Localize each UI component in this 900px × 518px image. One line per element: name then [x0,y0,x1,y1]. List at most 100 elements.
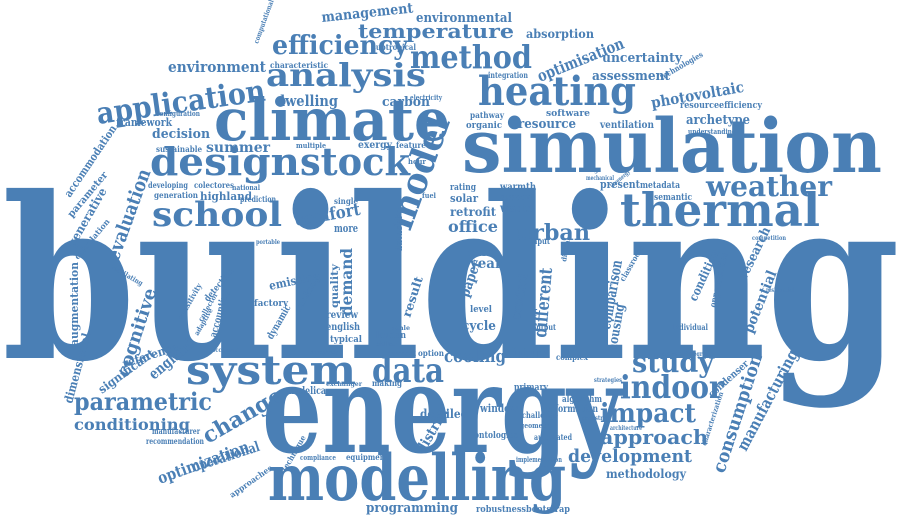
word-residential: residential [766,287,795,294]
word-waste: waste [499,201,534,215]
word-characteristic: characteristic [270,60,328,70]
word-environmental: environmental [416,11,512,26]
word-complex: complex [556,352,588,362]
word-occupant: occupant [212,347,238,354]
word-dwelling: dwelling [276,92,338,110]
word-indoor: indoor [620,368,725,406]
word-single: single [334,196,358,206]
word-data: data [372,351,444,391]
word-digital: digital [559,237,572,263]
word-sizing: sizing [580,167,599,174]
word-configuration: configuration [156,109,200,118]
word-developing: developing [148,180,188,190]
word-english: english [326,322,361,333]
word-rating: rating [450,183,477,193]
word-resource: resource [518,117,576,132]
word-office: office [448,217,498,236]
word-climate: climate [214,86,450,154]
word-architecture: architecture [610,425,642,432]
word-recommendation: recommendation [146,436,204,446]
word-assessment: assessment [592,69,670,84]
word-prediction: prediction [240,194,276,204]
word-simulation: simulation [462,104,882,190]
word-window: window [479,402,518,415]
word-output: output [532,322,556,332]
word-robustnessbootstrap: robustnessbootstrap [476,505,570,515]
word-primary: primary [514,383,549,393]
word-exergy: exergy [358,140,393,151]
word-mechanical: mechanical [586,175,615,182]
word-carbon: carbon [382,95,431,110]
word-scale: scale [392,325,410,332]
word-summer: summer [206,140,271,156]
word-analysis: analysis [266,56,426,94]
word-occupancy: occupancy [310,349,338,356]
word-urban: urban [516,220,590,246]
word-detailed: detailed [420,407,469,421]
word-making: making [372,378,402,388]
word-integration: integration [488,70,528,80]
word-framework: framework [116,116,172,129]
word-information: information [546,404,599,415]
word-environment: environment [168,58,266,76]
word-stock: stock [300,139,411,184]
word-development: development [568,446,693,467]
word-future: future [510,346,550,362]
word-subtropical: subtropical [372,42,416,52]
word-school: school [152,195,282,235]
word-generation: generation [154,190,198,200]
word-electricity: electricity [410,93,443,102]
word-geometry: geometry [520,421,553,430]
word-integrated: integrated [686,351,715,358]
word-retrofit: retrofit [450,205,496,219]
word-control: control [508,273,532,321]
word-feature: feature [396,140,426,150]
word-semantic: semantic [654,193,692,203]
word-heating: heating [478,68,636,115]
word-competition: competition [752,235,787,242]
word-year: year [469,256,503,272]
word-conditioning: conditioning [74,415,190,434]
word-parametric: parametric [74,387,212,416]
word-london: london [376,331,406,341]
word-modelica: modelica [286,386,326,397]
word-portable: portable [256,239,280,246]
word-understanding: understanding [688,127,736,136]
word-ontologies: ontologies [474,431,518,441]
word-exchanger: exchanger [326,381,363,388]
word-current: current [388,348,416,358]
word-thermal: thermal [620,183,820,237]
word-colectores: colectores [194,180,234,190]
word-building: building [2,148,900,411]
word-level: level [470,305,493,315]
word-temperature: temperature [358,19,514,43]
word-absorption: absorption [526,27,594,41]
word-multiple: multiple [296,141,326,150]
word-input: input [530,236,550,246]
word-approach: approach [600,425,708,449]
word-organic: organic [466,121,502,131]
word-manufacturer: manufacturer [152,426,201,436]
word-typical: typical [330,335,363,345]
word-dataset: dataset [395,215,405,252]
word-national: national [232,183,260,192]
word-system: system [186,347,356,394]
word-equipment: equipment [346,452,388,462]
word-solar: solar [450,192,478,205]
word-energy: energy [262,337,624,481]
word-factory: factory [254,299,289,309]
word-strategies: strategies [594,377,623,384]
word-study: study [632,346,715,379]
word-case: case [468,246,494,259]
word-individual: individual [672,322,708,332]
word-bootstrap: bootstrap [582,415,610,422]
word-warmth: warmth [499,182,536,193]
word-more: more [334,222,358,235]
word-support: support [500,193,535,203]
word-weather: weather [705,170,833,203]
word-verification: verification [659,351,688,358]
word-automated: automated [534,432,572,442]
word-metadata: metadata [640,181,680,191]
word-implementation: implementation [516,455,562,464]
